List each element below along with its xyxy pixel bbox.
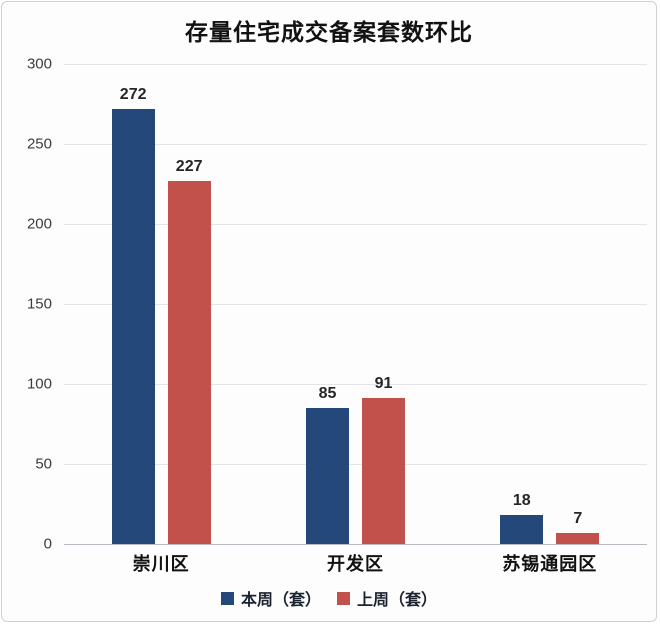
y-axis-tick-label: 200 (26, 215, 52, 233)
y-axis-tick-label: 150 (26, 295, 52, 313)
gridline (64, 64, 647, 65)
legend-swatch (337, 591, 350, 605)
legend-swatch (220, 591, 234, 605)
y-axis-tick-label: 0 (43, 535, 52, 553)
bar-value-label: 85 (318, 385, 337, 402)
plot-area: 0 50 100 150 200 250 300 272 227 85 91 18 7 (27, 56, 647, 553)
legend-item: 本周（套） (220, 586, 321, 610)
gridline (64, 384, 647, 385)
bar-value-label: 227 (175, 157, 203, 175)
chart-title: 存量住宅成交备案套数环比 (185, 19, 473, 45)
gridline (64, 144, 647, 145)
gridline (64, 224, 647, 225)
y-axis-tick-label: 50 (35, 455, 52, 473)
bar-column: 272 (111, 64, 155, 544)
bar-groups: 272 227 85 91 18 7 (64, 64, 647, 544)
legend-label: 上周（套） (357, 592, 438, 609)
bar (305, 408, 349, 544)
bar-column: 7 (556, 64, 600, 544)
bar-column: 85 (305, 64, 349, 544)
legend-item: 上周（套） (337, 586, 437, 610)
bar (167, 180, 211, 544)
bar (111, 108, 155, 544)
legend-label: 本周（套） (240, 592, 321, 609)
gridline (64, 464, 647, 465)
bar-pair: 85 91 (305, 64, 405, 544)
bar-group: 272 227 (64, 64, 258, 544)
bar-column: 18 (500, 64, 544, 544)
bar-pair: 272 227 (111, 64, 211, 544)
gridline (64, 304, 647, 305)
bar (556, 532, 600, 544)
bar (500, 515, 544, 544)
bar (361, 398, 405, 544)
bar-value-label: 272 (119, 85, 147, 103)
category-label: 崇川区 (132, 554, 190, 574)
bar-group: 18 7 (453, 64, 647, 544)
y-axis-tick-label: 250 (26, 135, 52, 153)
bar-group: 85 91 (258, 64, 452, 544)
y-axis-tick-label: 100 (26, 375, 52, 393)
bar-column: 91 (361, 64, 405, 544)
bar-column: 227 (167, 64, 211, 544)
category-label: 开发区 (326, 554, 384, 574)
bar-value-label: 91 (374, 375, 393, 393)
category-label: 苏锡通园区 (502, 554, 598, 574)
bar-pair: 18 7 (500, 64, 600, 544)
bar-chart: 0 50 100 150 200 250 300 272 227 85 91 18 7 (27, 56, 647, 553)
bar-value-label: 18 (512, 492, 531, 510)
bar-value-label: 7 (573, 509, 583, 527)
x-axis-labels: 崇川区 开发区 苏锡通园区 (64, 550, 647, 576)
legend: 本周（套） 上周（套） (2, 586, 656, 610)
y-axis-tick-label: 300 (26, 55, 52, 73)
